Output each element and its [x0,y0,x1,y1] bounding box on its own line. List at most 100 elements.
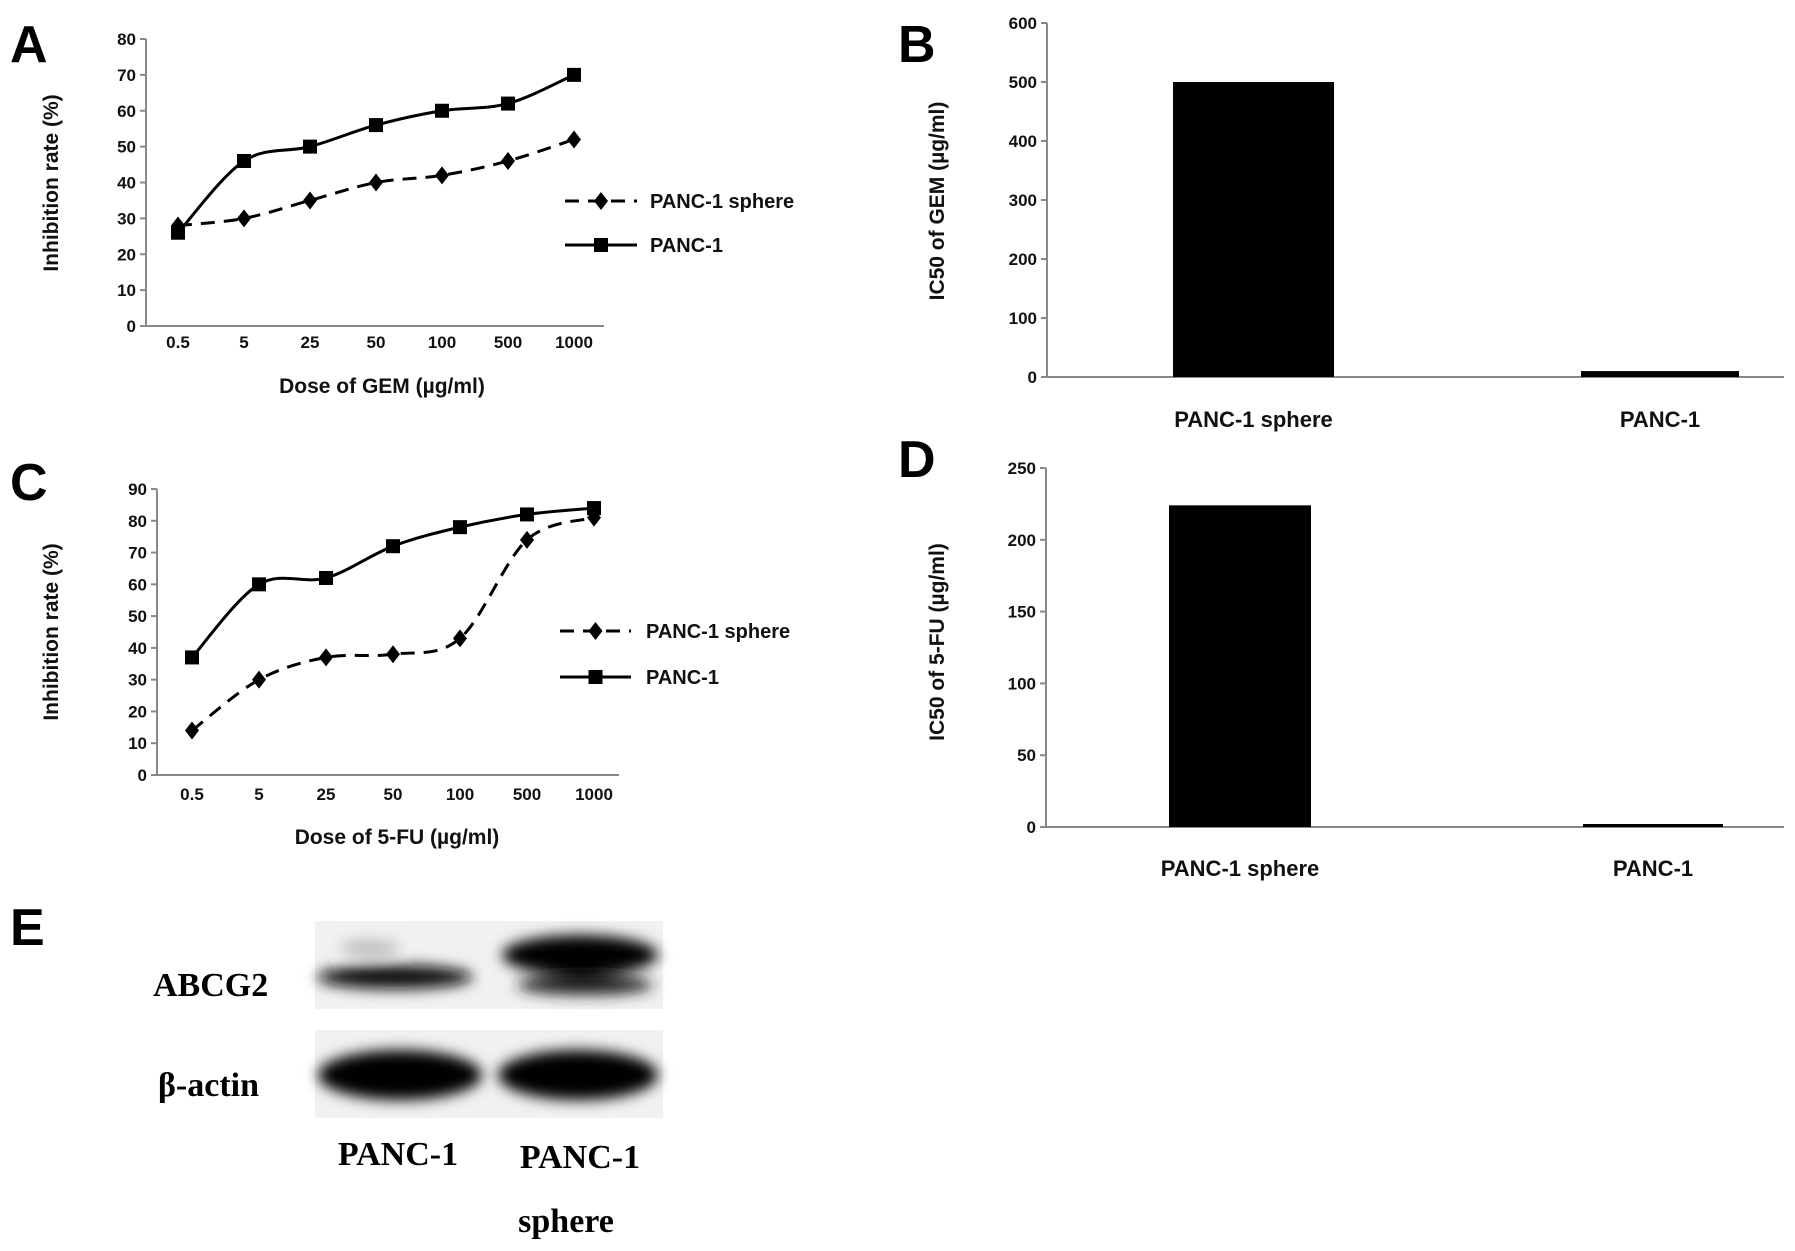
x-tick-label: 50 [384,785,403,804]
data-point-sphere [435,166,449,185]
data-point-sphere [386,645,400,664]
chart-c-inhibition-5fu: 0 10 20 30 40 50 60 70 80 90 Inhibition rate (%) 0.… [40,480,790,849]
y-tick-label: 50 [128,607,147,626]
y-tick-label: 400 [1009,132,1037,151]
y-tick-label: 80 [117,30,136,49]
y-tick-label: 50 [1017,746,1036,765]
data-point-panc1 [587,501,601,516]
data-point-sphere [520,530,534,549]
legend-marker [594,192,608,210]
data-point-panc1 [237,153,251,168]
data-point-sphere [567,130,581,149]
data-point-panc1 [185,650,199,665]
x-axis-label: Dose of GEM (µg/ml) [279,375,485,398]
y-tick-label: 600 [1009,14,1037,33]
x-tick-label: 1000 [575,785,613,804]
data-point-sphere [501,151,515,170]
blot-row-label-abcg2: ABCG2 [153,967,268,1004]
y-tick-label: 40 [128,639,147,658]
legend-marker [588,670,603,684]
data-point-sphere [319,648,333,667]
data-point-panc1 [171,225,185,240]
y-tick-label: 60 [117,102,136,121]
x-category-label: PANC-1 [1620,407,1700,432]
legend-marker [588,622,603,640]
data-point-sphere [303,191,317,210]
x-tick-label: 100 [446,785,474,804]
blot-lane-label-2-sphere: sphere [518,1203,614,1240]
data-point-sphere [237,209,251,228]
legend-label: PANC-1 sphere [646,621,790,643]
x-tick-label: 0.5 [180,785,204,804]
data-point-panc1 [453,520,467,535]
legend-label: PANC-1 [646,667,719,689]
data-point-sphere [252,670,266,689]
legend-label: PANC-1 sphere [650,191,794,213]
bar [1581,371,1739,377]
data-point-sphere [185,721,199,740]
y-tick-label: 100 [1009,309,1037,328]
panel-label-a: A [10,16,48,74]
bar [1169,505,1311,827]
western-blot: ABCG2 β-actin PANC-1 PANC-1 sphere [153,921,663,1240]
x-axis-label: Dose of 5-FU (µg/ml) [295,826,500,849]
data-point-panc1 [435,103,449,118]
data-point-sphere [453,629,467,648]
x-tick-label: 50 [367,333,386,352]
y-tick-label: 250 [1008,459,1036,478]
x-tick-label: 25 [317,785,336,804]
y-tick-label: 0 [138,766,147,785]
x-tick-label: 0.5 [166,333,190,352]
y-tick-label: 40 [117,174,136,193]
data-point-panc1 [501,96,515,111]
x-category-label: PANC-1 sphere [1174,407,1333,432]
y-tick-label: 0 [127,317,136,336]
y-tick-label: 0 [1028,368,1037,387]
data-point-panc1 [567,67,581,82]
y-axis-label: Inhibition rate (%) [40,543,63,720]
blot-lane-label-2: PANC-1 [520,1139,640,1176]
y-axis-label: IC50 of 5-FU (µg/ml) [926,543,949,741]
legend-marker [594,238,608,252]
y-tick-label: 60 [128,575,147,594]
bar [1583,824,1723,827]
y-tick-label: 20 [128,702,147,721]
chart-b-ic50-gem: 0 100 200 300 400 500 600 IC50 of GEM (µg/ml) PA… [926,14,1784,432]
y-tick-label: 200 [1008,531,1036,550]
y-axis-label: IC50 of GEM (µg/ml) [926,102,949,301]
data-point-panc1 [386,539,400,554]
y-tick-label: 150 [1008,603,1036,622]
bar [1173,82,1334,377]
blot-lane-label-1: PANC-1 [338,1136,458,1173]
y-axis-label: Inhibition rate (%) [40,94,63,271]
x-tick-label: 5 [254,785,263,804]
x-category-label: PANC-1 [1613,856,1693,881]
data-point-panc1 [303,139,317,154]
y-tick-label: 10 [117,281,136,300]
panel-label-b: B [898,16,936,74]
y-tick-label: 300 [1009,191,1037,210]
abcg2-bands [317,935,658,995]
data-point-panc1 [252,577,266,592]
blot-row-label-actin: β-actin [158,1067,259,1104]
data-point-panc1 [520,507,534,522]
y-tick-label: 70 [117,66,136,85]
y-tick-label: 20 [117,245,136,264]
chart-d-ic50-5fu: 0 50 100 150 200 250 IC50 of 5-FU (µg/ml) PANC-… [926,459,1784,881]
x-tick-label: 5 [239,333,248,352]
y-tick-label: 0 [1027,818,1036,837]
panel-label-c: C [10,454,48,512]
y-tick-label: 80 [128,512,147,531]
x-tick-label: 500 [494,333,522,352]
y-tick-label: 90 [128,480,147,499]
panel-label-d: D [898,431,936,489]
data-point-sphere [587,508,601,527]
data-point-panc1 [319,570,333,585]
y-tick-label: 200 [1009,250,1037,269]
y-tick-label: 50 [117,138,136,157]
chart-a-inhibition-gem: 0 10 20 30 40 50 60 70 80 Inhibition rate (%) 0.5 5… [40,30,794,398]
y-tick-label: 30 [117,209,136,228]
y-tick-label: 100 [1008,674,1036,693]
legend-label: PANC-1 [650,235,723,257]
